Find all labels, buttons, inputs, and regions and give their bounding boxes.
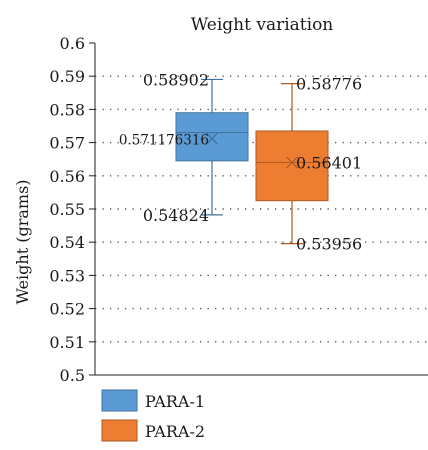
box-iqr bbox=[255, 130, 329, 202]
legend-item-para-2: PARA-2 bbox=[101, 419, 205, 442]
y-axis-ticks: 0.5 0.51 0.52 0.53 0.54 0.55 0.56 0.57 0.58 0.59 0… bbox=[49, 34, 95, 385]
y-tick-label: 0.55 bbox=[49, 200, 85, 219]
y-tick-label: 0.54 bbox=[49, 233, 85, 252]
data-label: 0.58902 bbox=[143, 70, 209, 89]
y-tick-label: 0.51 bbox=[49, 333, 85, 352]
legend-label: PARA-2 bbox=[145, 422, 205, 441]
y-tick-label: 0.56 bbox=[49, 167, 85, 186]
data-label: 0.571176316 bbox=[119, 133, 209, 149]
y-tick-label: 0.6 bbox=[60, 34, 85, 53]
mean-marker bbox=[206, 132, 218, 145]
y-tick-label: 0.52 bbox=[49, 300, 85, 319]
data-label: 0.58776 bbox=[296, 75, 362, 94]
axes bbox=[94, 43, 428, 376]
y-tick-label: 0.57 bbox=[49, 134, 85, 153]
legend: PARA-1 PARA-2 bbox=[101, 389, 205, 442]
y-tick-label: 0.53 bbox=[49, 266, 85, 285]
box-para-1 bbox=[175, 78, 249, 216]
box-para-2 bbox=[255, 83, 329, 245]
legend-label: PARA-1 bbox=[145, 392, 205, 411]
y-tick-label: 0.58 bbox=[49, 100, 85, 119]
box-iqr bbox=[175, 112, 249, 162]
data-label: 0.54824 bbox=[143, 206, 209, 225]
y-tick-label: 0.59 bbox=[49, 67, 85, 86]
legend-swatch bbox=[101, 419, 138, 442]
legend-item-para-1: PARA-1 bbox=[101, 389, 205, 412]
legend-swatch bbox=[101, 389, 138, 412]
boxes bbox=[175, 78, 329, 245]
chart-title: Weight variation bbox=[191, 15, 334, 35]
data-label: 0.53956 bbox=[296, 235, 362, 254]
y-axis-label: Weight (grams) bbox=[13, 179, 32, 304]
mean-marker bbox=[286, 156, 298, 169]
data-labels: 0.58902 0.571176316 0.54824 0.58776 0.56401 0… bbox=[119, 70, 362, 253]
y-tick-label: 0.5 bbox=[60, 366, 85, 385]
data-label: 0.56401 bbox=[296, 153, 362, 172]
